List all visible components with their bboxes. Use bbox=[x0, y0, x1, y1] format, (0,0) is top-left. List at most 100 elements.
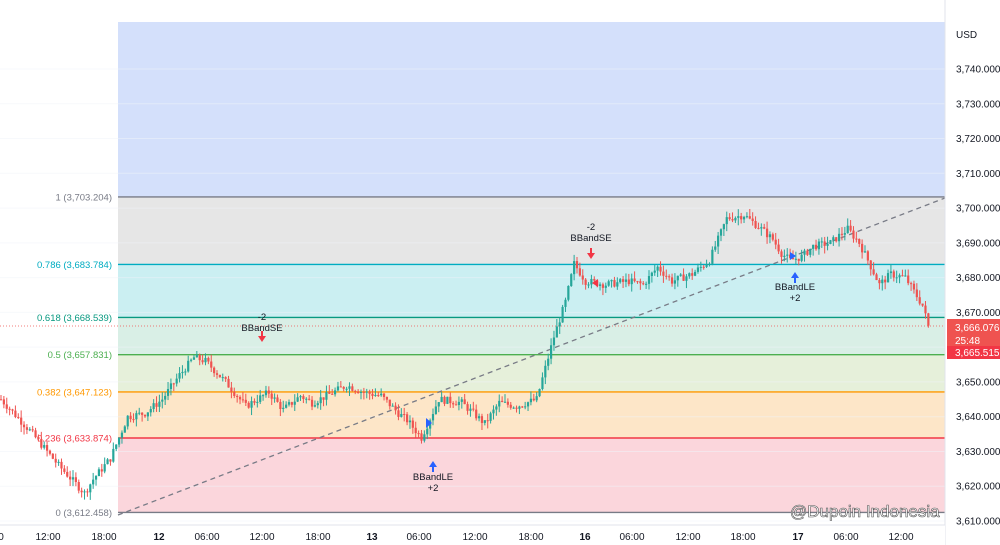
last-price-value: 3,666.076 bbox=[955, 323, 1000, 334]
candle-body bbox=[506, 401, 509, 405]
candle-body bbox=[786, 254, 789, 256]
candle-body bbox=[777, 244, 780, 252]
candle-body bbox=[515, 407, 518, 409]
candle-body bbox=[884, 279, 887, 283]
candle-body bbox=[299, 396, 302, 398]
candle-body bbox=[305, 398, 308, 400]
candle-body bbox=[218, 374, 221, 378]
price-tick: 3,640.000 bbox=[956, 412, 1000, 423]
candle-body bbox=[512, 407, 515, 409]
candle-body bbox=[598, 284, 602, 286]
candle-body bbox=[434, 406, 437, 415]
candle-body bbox=[549, 345, 553, 359]
fib-zone-above-1 bbox=[118, 22, 945, 198]
fib-label-0.618: 0.618 (3,668.539) bbox=[37, 313, 112, 324]
candle-body bbox=[408, 420, 412, 423]
candle-body bbox=[676, 275, 679, 281]
entry-marker-icon bbox=[790, 252, 796, 260]
candle-body bbox=[210, 361, 213, 368]
candle-body bbox=[129, 415, 132, 420]
time-tick: 18:00 bbox=[305, 532, 330, 543]
candle-body bbox=[34, 430, 37, 438]
candle-body bbox=[714, 246, 717, 250]
down-arrow-icon bbox=[587, 253, 595, 259]
candle-body bbox=[282, 407, 285, 410]
candle-body bbox=[187, 360, 190, 372]
candle-body bbox=[155, 403, 158, 407]
candle-body bbox=[754, 221, 757, 228]
fib-zone-1 bbox=[118, 264, 945, 318]
signal-qty: +2 bbox=[790, 293, 801, 304]
candle-body bbox=[656, 266, 659, 271]
candle-body bbox=[480, 416, 484, 423]
time-tick: 13 bbox=[366, 532, 378, 543]
candle-body bbox=[368, 391, 371, 394]
time-scale[interactable] bbox=[0, 525, 945, 545]
fib-label-1: 1 (3,703.204) bbox=[55, 192, 112, 203]
candle-body bbox=[336, 386, 340, 391]
candle-body bbox=[593, 279, 596, 281]
candle-body bbox=[446, 396, 449, 404]
candle-body bbox=[803, 250, 806, 255]
signal-bbandle-1: BBandLE+2 bbox=[413, 461, 453, 494]
candle-body bbox=[348, 386, 351, 389]
time-tick: 06:00 bbox=[833, 532, 858, 543]
candle-body bbox=[809, 248, 812, 255]
candle-body bbox=[123, 426, 126, 433]
candle-body bbox=[463, 399, 466, 405]
time-tick: 0 bbox=[0, 532, 4, 543]
entry-marker-icon bbox=[592, 279, 598, 287]
candle-body bbox=[561, 306, 564, 323]
price-tick: 3,610.000 bbox=[956, 517, 1000, 528]
candle-body bbox=[650, 272, 653, 277]
candle-body bbox=[691, 273, 694, 276]
candle-body bbox=[460, 399, 463, 402]
candle-body bbox=[414, 427, 417, 434]
currency-label[interactable]: USD bbox=[956, 30, 977, 41]
candle-body bbox=[377, 394, 380, 396]
candle-body bbox=[152, 403, 155, 410]
candle-body bbox=[405, 414, 409, 423]
candle-body bbox=[526, 402, 530, 407]
candle-body bbox=[469, 408, 472, 411]
candle-body bbox=[702, 266, 705, 268]
candle-body bbox=[57, 461, 60, 463]
candle-body bbox=[276, 397, 279, 402]
price-scale[interactable] bbox=[945, 0, 1000, 545]
candle-body bbox=[852, 230, 855, 239]
candle-body bbox=[224, 377, 227, 379]
candle-body bbox=[927, 313, 930, 326]
signal-qty: -2 bbox=[587, 222, 595, 233]
candle-body bbox=[391, 405, 394, 407]
candle-body bbox=[645, 283, 648, 285]
candle-body bbox=[843, 233, 846, 235]
candle-body bbox=[670, 277, 674, 284]
price-tick: 3,730.000 bbox=[956, 99, 1000, 110]
candle-body bbox=[22, 424, 26, 428]
candle-body bbox=[901, 275, 904, 277]
candle-body bbox=[60, 461, 63, 469]
price-tick: 3,710.000 bbox=[956, 169, 1000, 180]
price-tick: 3,690.000 bbox=[956, 238, 1000, 249]
candle-body bbox=[437, 402, 440, 407]
candle-body bbox=[737, 216, 740, 218]
candle-body bbox=[8, 408, 11, 410]
time-tick: 18:00 bbox=[730, 532, 755, 543]
candle-body bbox=[607, 281, 610, 286]
candle-body bbox=[616, 282, 619, 287]
candle-body bbox=[875, 274, 878, 281]
time-tick: 12:00 bbox=[35, 532, 60, 543]
candle-body bbox=[63, 468, 66, 472]
candle-body bbox=[230, 387, 233, 392]
candle-body bbox=[213, 367, 216, 374]
candle-body bbox=[359, 391, 363, 393]
candle-body bbox=[832, 237, 835, 241]
candle-body bbox=[555, 326, 558, 338]
candle-body bbox=[244, 399, 247, 403]
candle-body bbox=[915, 289, 918, 298]
candle-body bbox=[829, 240, 832, 244]
candle-body bbox=[751, 218, 754, 222]
candle-body bbox=[924, 305, 927, 314]
candle-body bbox=[380, 393, 383, 396]
